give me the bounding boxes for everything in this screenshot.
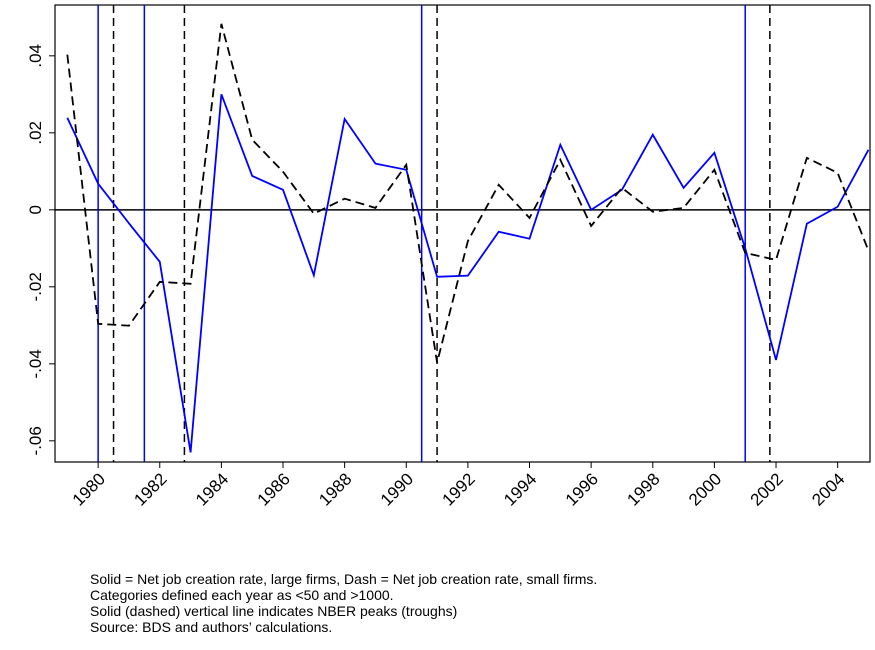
y-tick-label: -.06 [26, 426, 45, 455]
series-line [66, 94, 870, 453]
y-tick-label: -.02 [26, 272, 45, 301]
series-line [66, 23, 870, 363]
x-tick-label: 2000 [685, 469, 725, 509]
x-tick-label: 1986 [254, 469, 294, 509]
note: Solid = Net job creation rate, large fir… [90, 571, 597, 587]
y-tick-label: .02 [26, 121, 45, 145]
x-tick-label: 1996 [562, 469, 602, 509]
note: Categories defined each year as <50 and … [90, 587, 394, 603]
x-tick-label: 1982 [130, 469, 170, 509]
plot-frame [54, 4, 871, 463]
x-tick-label: 1998 [623, 469, 663, 509]
note: Solid (dashed) vertical line indicates N… [90, 603, 457, 619]
x-tick-label: 1990 [377, 469, 417, 509]
x-tick-label: 2004 [808, 469, 848, 509]
x-tick-label: 1992 [439, 469, 479, 509]
x-tick-label: 1980 [69, 469, 109, 509]
x-tick-label: 1984 [192, 469, 232, 509]
y-tick-label: .04 [26, 44, 45, 68]
y-tick-label: 0 [26, 205, 45, 214]
x-tick-label: 1994 [500, 469, 540, 509]
y-tick-label: -.04 [26, 349, 45, 378]
note: Source: BDS and authors’ calculations. [90, 619, 332, 635]
x-tick-label: 2002 [747, 469, 787, 509]
x-tick-label: 1988 [315, 469, 355, 509]
